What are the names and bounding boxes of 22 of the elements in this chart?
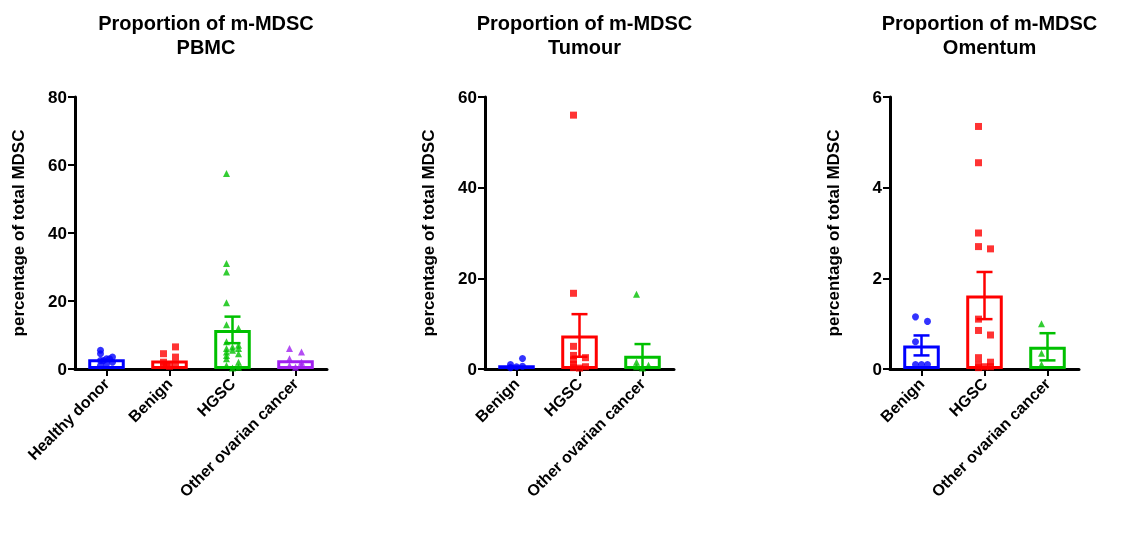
y-tick-label: 2: [872, 268, 882, 288]
chart-title: Proportion of m-MDSC: [476, 12, 693, 34]
y-tick-label: 60: [458, 87, 477, 107]
y-tick-label: 40: [458, 178, 477, 198]
y-tick-label: 0: [467, 359, 477, 379]
y-axis-title: percentage of total MDSC: [419, 129, 438, 337]
y-tick-label: 40: [48, 223, 67, 243]
chart-subtitle: Tumour: [548, 36, 622, 58]
y-axis-title: percentage of total MDSC: [824, 129, 843, 337]
y-tick-label: 60: [48, 155, 67, 175]
chart-title: Proportion of m-MDSC: [98, 12, 314, 34]
chart-subtitle: Omentum: [942, 36, 1037, 58]
y-tick-label: 20: [48, 291, 67, 311]
chart-title: Proportion of m-MDSC: [881, 12, 1098, 34]
chart-subtitle: PBMC: [176, 36, 236, 58]
y-tick-label: 0: [872, 359, 882, 379]
y-tick-label: 4: [872, 178, 883, 198]
y-tick-label: 0: [57, 359, 67, 379]
y-axis-title: percentage of total MDSC: [9, 129, 28, 337]
y-tick-label: 80: [48, 87, 67, 107]
y-tick-label: 20: [458, 268, 477, 288]
y-tick-label: 6: [872, 87, 882, 107]
